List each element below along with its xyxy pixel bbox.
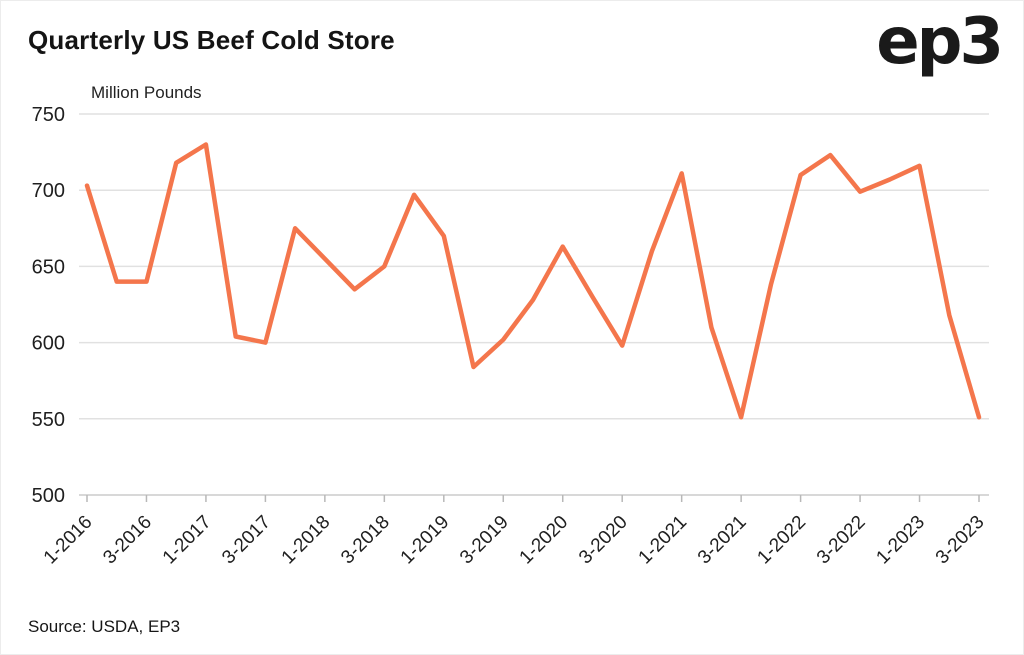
x-tick-label: 1-2022 xyxy=(753,512,810,569)
y-tick-label: 600 xyxy=(32,333,65,355)
x-tick-label: 3-2023 xyxy=(932,512,989,569)
y-tick-label: 650 xyxy=(32,256,65,278)
x-tick-label: 1-2019 xyxy=(397,512,454,569)
y-tick-label: 700 xyxy=(32,180,65,202)
y-tick-label: 750 xyxy=(32,104,65,126)
x-tick-label: 3-2017 xyxy=(218,512,275,569)
x-tick-label: 1-2021 xyxy=(635,512,692,569)
x-tick-label: 3-2018 xyxy=(337,512,394,569)
x-tick-label: 3-2016 xyxy=(99,512,156,569)
chart-title: Quarterly US Beef Cold Store xyxy=(28,25,395,55)
data-series-line xyxy=(84,142,982,420)
source-note: Source: USDA, EP3 xyxy=(28,617,181,636)
x-tick-label: 1-2018 xyxy=(278,512,335,569)
x-tick-label: 1-2017 xyxy=(159,512,216,569)
x-tick-label: 1-2023 xyxy=(872,512,929,569)
x-tick-label: 3-2022 xyxy=(813,512,870,569)
ep3-logo: ep3 xyxy=(876,5,1004,79)
x-tick-label: 3-2021 xyxy=(694,512,751,569)
x-tick-label: 1-2020 xyxy=(516,512,573,569)
x-tick-label: 1-2016 xyxy=(40,512,97,569)
y-axis-label: Million Pounds xyxy=(91,83,202,102)
x-tick-label: 3-2020 xyxy=(575,512,632,569)
y-tick-label: 500 xyxy=(32,485,65,507)
x-tick-label: 3-2019 xyxy=(456,512,513,569)
y-tick-label: 550 xyxy=(32,409,65,431)
